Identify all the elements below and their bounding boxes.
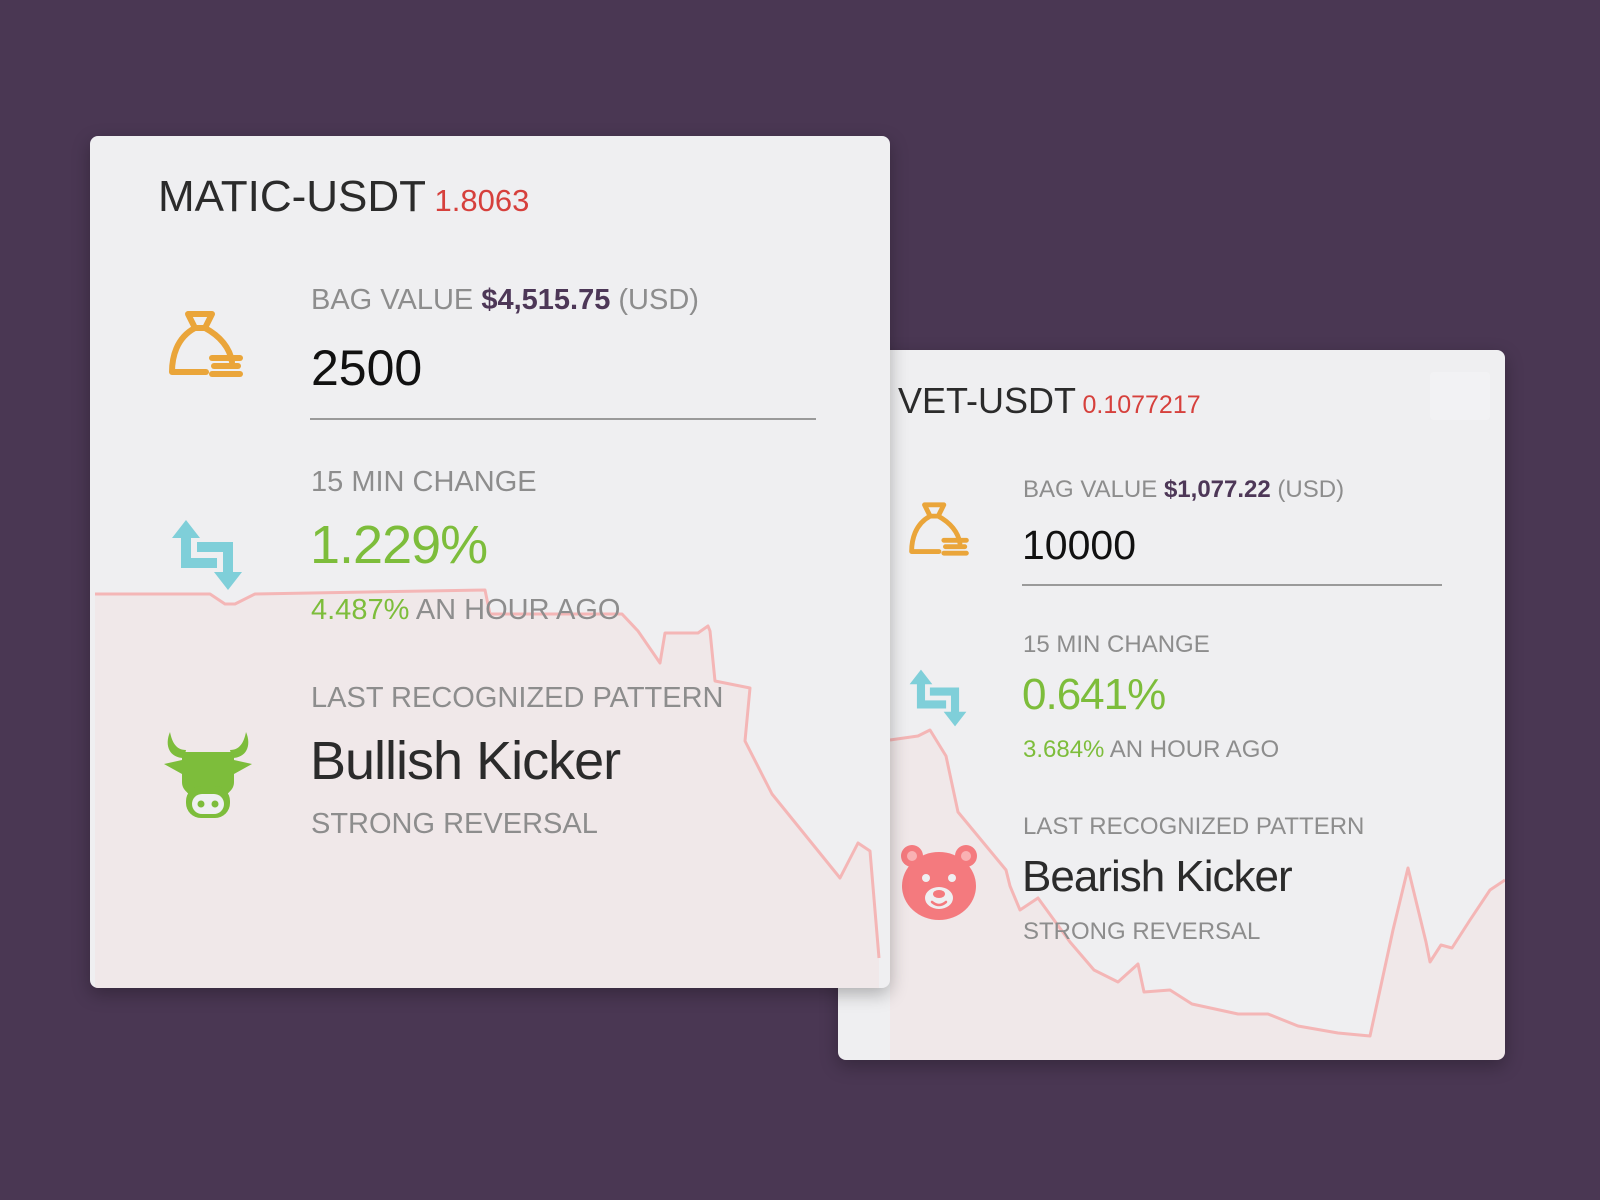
pattern-label: LAST RECOGNIZED PATTERN (1023, 813, 1365, 840)
change-hour-value: 3.684% (1023, 736, 1105, 763)
pattern-name: Bearish Kicker (1022, 852, 1293, 901)
pattern-name: Bullish Kicker (310, 731, 621, 791)
quantity-underline (1022, 584, 1442, 586)
quantity-input[interactable]: 10000 (1022, 522, 1137, 568)
change-15min: 1.229% (310, 515, 488, 575)
swap-arrows-icon (172, 520, 242, 590)
money-bag-icon (169, 311, 243, 377)
bag-value-amount: $4,515.75 (481, 284, 611, 316)
change-hour-suffix: AN HOUR AGO (415, 594, 621, 626)
quantity-input[interactable]: 2500 (311, 340, 423, 396)
bag-value-row: BAG VALUE $1,077.22 (USD) (1023, 476, 1344, 504)
change-hour-row: 4.487% AN HOUR AGO (311, 594, 620, 627)
change-label: 15 MIN CHANGE (311, 466, 537, 498)
change-hour-value: 4.487% (311, 594, 410, 626)
quantity-underline (310, 418, 816, 420)
swap-arrows-icon (909, 669, 967, 727)
bag-value-label: BAG VALUE (1023, 476, 1158, 503)
pair-price: 1.8063 (434, 183, 530, 218)
change-hour-suffix: AN HOUR AGO (1109, 736, 1280, 763)
pattern-type: STRONG REVERSAL (1023, 918, 1261, 945)
change-label: 15 MIN CHANGE (1023, 631, 1210, 658)
pair-card-vet: VET-USDT 0.1077217 BAG VALUE $1,077.22 (… (838, 350, 1505, 1060)
pair-price: 0.1077217 (1082, 391, 1201, 419)
change-hour-row: 3.684% AN HOUR AGO (1023, 736, 1279, 764)
bag-value-unit: (USD) (1277, 476, 1345, 503)
card-corner-panel (1430, 372, 1490, 420)
pair-symbol: VET-USDT (898, 380, 1077, 421)
pair-header: MATIC-USDT 1.8063 (158, 172, 529, 222)
bag-value-amount: $1,077.22 (1163, 476, 1271, 503)
pair-header: VET-USDT 0.1077217 (898, 380, 1201, 422)
bag-value-row: BAG VALUE $4,515.75 (USD) (311, 284, 699, 317)
bag-value-label: BAG VALUE (311, 284, 474, 316)
bull-icon (164, 732, 252, 818)
bag-value-unit: (USD) (618, 284, 699, 316)
pattern-label: LAST RECOGNIZED PATTERN (311, 682, 724, 714)
pair-card-matic: MATIC-USDT 1.8063 BAG VALUE $4,515.75 (U… (90, 136, 890, 988)
pattern-type: STRONG REVERSAL (311, 808, 598, 840)
change-15min: 0.641% (1022, 670, 1166, 719)
money-bag-icon (909, 502, 969, 556)
pair-symbol: MATIC-USDT (158, 172, 427, 221)
bear-icon (901, 845, 977, 920)
